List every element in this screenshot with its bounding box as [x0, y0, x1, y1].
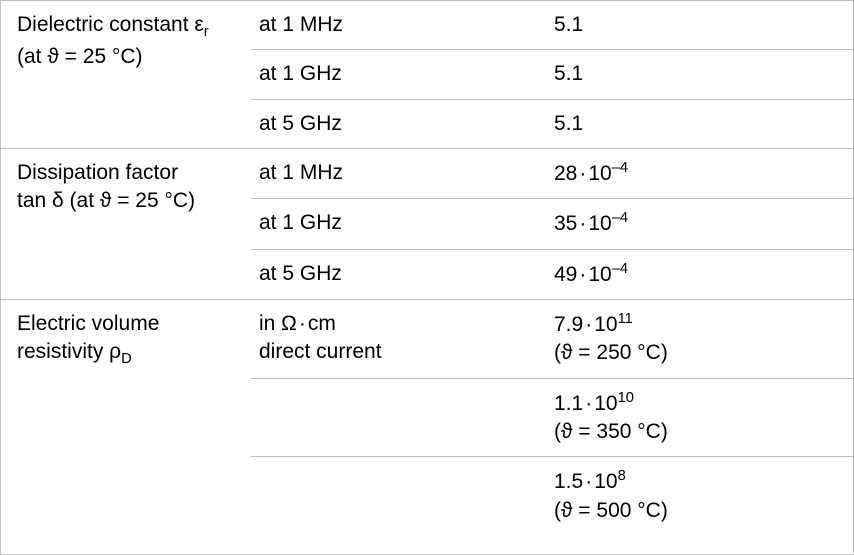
property-rows: at 1 MHz 5.1 at 1 GHz 5.1 at 5 GHz 5.1 [251, 1, 853, 148]
condition-cell: at 1 GHz [251, 199, 546, 248]
value-cell: 28·10–4 [546, 149, 853, 198]
table-row: at 1 MHz 28·10–4 [251, 149, 853, 199]
table-row: at 1 GHz 35·10–4 [251, 199, 853, 249]
value-cell: 5.1 [546, 50, 853, 98]
property-label: Electric volumeresistivity ρD [1, 300, 251, 535]
table-row: at 1 GHz 5.1 [251, 50, 853, 99]
table-row: at 5 GHz 49·10–4 [251, 250, 853, 299]
table-row: at 1 MHz 5.1 [251, 1, 853, 50]
properties-table: Dielectric constant εr(at ϑ = 25 °C) at … [0, 0, 854, 555]
table-row: in Ω·cmdirect current 7.9·1011(ϑ = 250 °… [251, 300, 853, 379]
value-cell: 35·10–4 [546, 199, 853, 248]
value-cell: 1.1·1010(ϑ = 350 °C) [546, 379, 853, 457]
group-dissipation-factor: Dissipation factortan δ (at ϑ = 25 °C) a… [1, 149, 853, 300]
table-row: 1.5·108(ϑ = 500 °C) [251, 457, 853, 535]
value-cell: 5.1 [546, 1, 853, 49]
property-rows: at 1 MHz 28·10–4 at 1 GHz 35·10–4 at 5 G… [251, 149, 853, 299]
property-label: Dissipation factortan δ (at ϑ = 25 °C) [1, 149, 251, 299]
value-cell: 49·10–4 [546, 250, 853, 299]
value-cell: 1.5·108(ϑ = 500 °C) [546, 457, 853, 535]
group-dielectric-constant: Dielectric constant εr(at ϑ = 25 °C) at … [1, 1, 853, 149]
table-row: at 5 GHz 5.1 [251, 100, 853, 148]
value-cell: 7.9·1011(ϑ = 250 °C) [546, 300, 853, 378]
property-rows: in Ω·cmdirect current 7.9·1011(ϑ = 250 °… [251, 300, 853, 535]
condition-cell: at 1 MHz [251, 149, 546, 198]
condition-cell [251, 457, 546, 535]
condition-cell [251, 379, 546, 457]
condition-cell: at 5 GHz [251, 100, 546, 148]
condition-cell: at 5 GHz [251, 250, 546, 299]
condition-cell: in Ω·cmdirect current [251, 300, 546, 378]
group-volume-resistivity: Electric volumeresistivity ρD in Ω·cmdir… [1, 300, 853, 535]
value-cell: 5.1 [546, 100, 853, 148]
condition-cell: at 1 GHz [251, 50, 546, 98]
table-row: 1.1·1010(ϑ = 350 °C) [251, 379, 853, 458]
condition-cell: at 1 MHz [251, 1, 546, 49]
property-label: Dielectric constant εr(at ϑ = 25 °C) [1, 1, 251, 148]
